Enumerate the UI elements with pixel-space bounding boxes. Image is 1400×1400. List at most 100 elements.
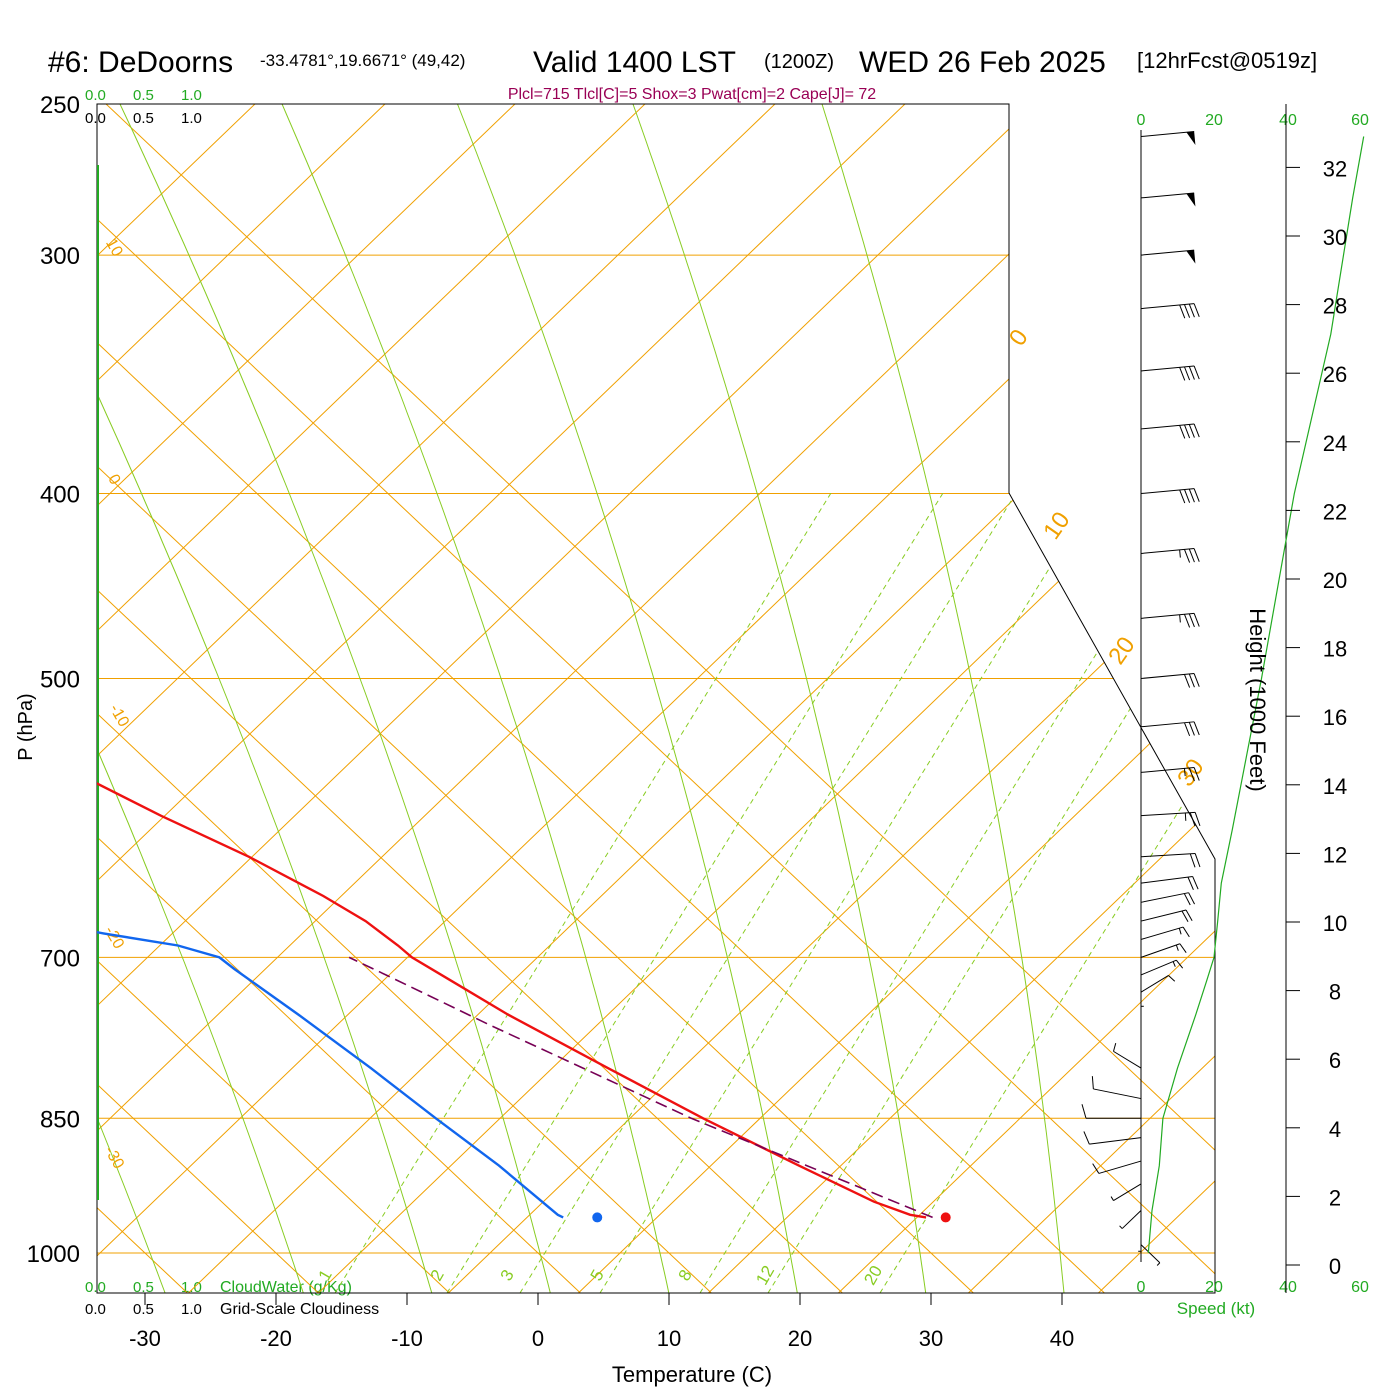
x-tick-label: -20 xyxy=(260,1326,292,1351)
cloud-top-black-1: 0.5 xyxy=(133,110,154,127)
height-tick-label: 2 xyxy=(1329,1185,1341,1210)
isotherm-line xyxy=(97,104,974,1293)
isotherm-line xyxy=(97,104,1105,1293)
dry-adiabat-line xyxy=(448,1252,491,1293)
height-tick-label: 22 xyxy=(1323,499,1347,524)
height-tick-label: 24 xyxy=(1323,431,1347,456)
wind-barb xyxy=(1140,892,1195,906)
dry-adiabat-line xyxy=(97,104,526,1254)
wind-barb xyxy=(1140,303,1200,319)
cloud-bottom-black-0: 0.0 xyxy=(85,1301,106,1318)
isotherm-line xyxy=(97,104,450,1293)
dry-adiabat-line xyxy=(838,1252,881,1293)
moist-adiabat-line xyxy=(821,104,1065,1293)
speed-tick-top-3: 60 xyxy=(1351,112,1369,129)
y-tick-label: 400 xyxy=(40,482,80,509)
wind-barb xyxy=(1140,876,1199,890)
dry-adiabat-line xyxy=(229,104,1215,1254)
surface-dewpoint-marker xyxy=(592,1212,603,1223)
chart-header: #6: DeDoorns -33.4781°,19.6671° (49,42) … xyxy=(48,46,1317,103)
height-axis-label: Height (1000 Feet) xyxy=(1245,608,1270,791)
wind-barb xyxy=(1119,1210,1142,1229)
isotherm-label: 0 xyxy=(104,472,123,488)
dry-adiabat-line xyxy=(708,1252,751,1293)
dry-adiabat-line xyxy=(99,104,1215,1254)
y-tick-label: 250 xyxy=(40,92,80,119)
dry-adiabat-line xyxy=(1270,94,1400,1253)
wind-barb xyxy=(1083,1131,1142,1145)
wind-barb xyxy=(1140,766,1200,782)
isotherm-line xyxy=(97,104,843,1293)
wind-barb xyxy=(1140,1244,1161,1266)
speed-tick-top-0: 0 xyxy=(1137,112,1146,129)
x-tick-label: -30 xyxy=(129,1326,161,1351)
wind-barb xyxy=(1138,1232,1142,1252)
isotherm-line xyxy=(97,104,1215,1293)
speed-axis-label: Speed (kt) xyxy=(1177,1299,1255,1318)
mixing-ratio-line xyxy=(767,492,1215,1293)
wind-barb xyxy=(1140,721,1200,737)
isotherm-label: 0 xyxy=(1004,324,1034,350)
mixing-ratio-label: 20 xyxy=(860,1262,886,1288)
wind-barb xyxy=(1113,1043,1142,1069)
wind-barb xyxy=(1140,249,1196,264)
wind-barb xyxy=(1140,975,1176,993)
speed-tick-top-1: 20 xyxy=(1205,112,1223,129)
dry-adiabat-line xyxy=(97,104,1046,1254)
wind-barb xyxy=(1081,1104,1141,1119)
dry-adiabat-line xyxy=(188,1252,231,1293)
dry-adiabat-line xyxy=(359,104,1215,1254)
mixing-ratio-line xyxy=(599,492,1097,1293)
mixing-ratio-line xyxy=(334,492,832,1293)
speed-tick-bottom-3: 60 xyxy=(1351,1279,1369,1296)
cloud-bottom-green-1: 0.5 xyxy=(133,1279,154,1296)
x-tick-label: 30 xyxy=(919,1326,943,1351)
dry-adiabat-line xyxy=(97,104,396,1254)
moist-adiabat-line xyxy=(119,104,551,1293)
dry-adiabat-line xyxy=(749,104,1215,1254)
y-tick-label: 1000 xyxy=(27,1241,80,1268)
dry-adiabat-line xyxy=(97,104,916,1254)
diagram-background-lines xyxy=(97,94,1400,1293)
speed-tick-top-2: 40 xyxy=(1279,112,1297,129)
y-tick-label: 300 xyxy=(40,243,80,270)
mixing-ratio-label: 2 xyxy=(427,1266,448,1284)
height-tick-label: 26 xyxy=(1323,362,1347,387)
sounding-profiles xyxy=(97,166,951,1223)
cloud-top-black-0: 0.0 xyxy=(85,110,106,127)
wind-barb xyxy=(1110,1183,1142,1201)
height-tick-label: 16 xyxy=(1323,705,1347,730)
stability-indices: Plcl=715 Tlcl[C]=5 Shox=3 Pwat[cm]=2 Cap… xyxy=(508,86,876,103)
cloud-top-green-2: 1.0 xyxy=(181,87,202,104)
height-tick-label: 18 xyxy=(1323,637,1347,662)
dry-adiabat-line xyxy=(1228,1253,1270,1293)
height-tick-label: 28 xyxy=(1323,294,1347,319)
wind-barb xyxy=(1140,811,1201,827)
x-tick-label: 20 xyxy=(788,1326,812,1351)
height-tick-label: 10 xyxy=(1323,911,1347,936)
y-tick-label: 850 xyxy=(40,1106,80,1133)
mixing-ratio-label: 8 xyxy=(675,1266,696,1284)
cloud-bottom-green-0: 0.0 xyxy=(85,1279,106,1296)
wind-barb xyxy=(1092,1160,1142,1174)
plot-frame xyxy=(96,103,1216,1294)
wind-panel: 0 20 40 60 0 20 40 60 Speed (kt) xyxy=(1081,104,1369,1318)
wind-barb xyxy=(1140,612,1200,628)
speed-tick-bottom-0: 0 xyxy=(1137,1279,1146,1296)
wind-barb xyxy=(1140,909,1193,922)
mixing-ratio-line xyxy=(446,492,944,1293)
height-tick-label: 6 xyxy=(1329,1048,1341,1073)
wind-barb xyxy=(1140,852,1201,868)
isotherm-label: 20 xyxy=(1103,632,1140,669)
wind-barb xyxy=(1140,131,1196,146)
mixing-ratio-line xyxy=(519,492,1017,1293)
isotherm-label: 10 xyxy=(1038,507,1075,544)
moist-adiabat-line xyxy=(97,104,304,1293)
wind-barb xyxy=(1140,673,1200,688)
isotherm-line xyxy=(97,104,319,1293)
height-tick-label: 32 xyxy=(1323,156,1347,181)
valid-time: Valid 1400 LST xyxy=(533,46,736,79)
isotherm-line xyxy=(97,104,712,1293)
